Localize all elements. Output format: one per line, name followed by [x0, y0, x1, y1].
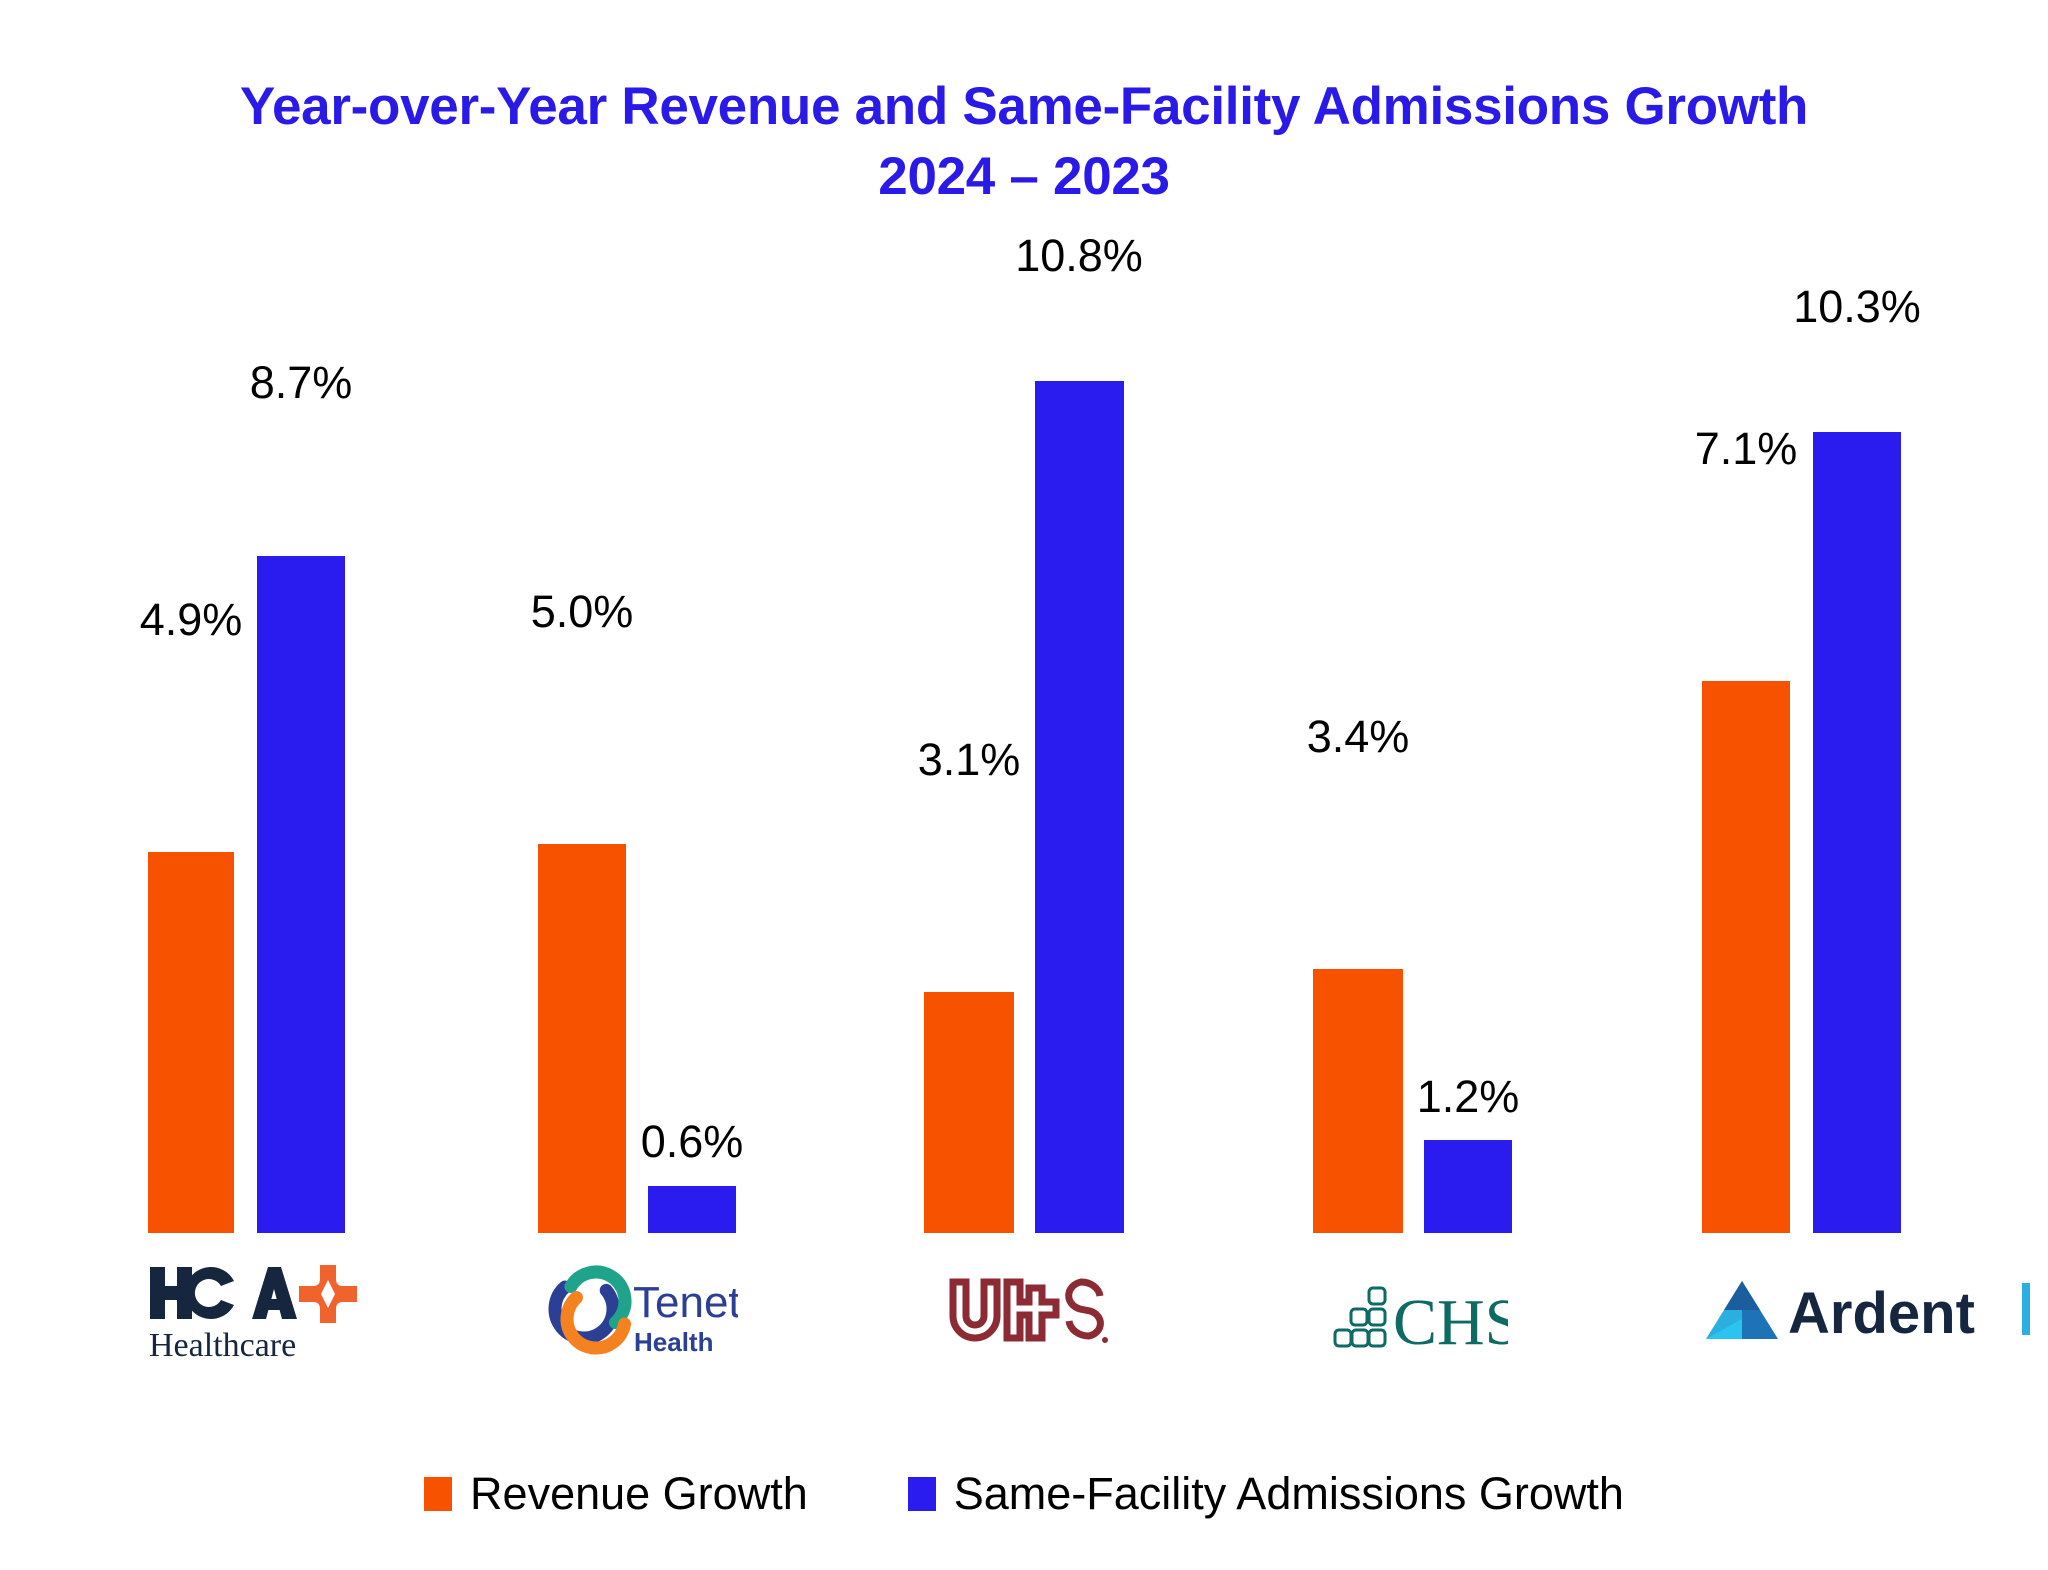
ardent-logo-icon: Ardent [1706, 1281, 2030, 1346]
bar-label-ardent-revenue: 7.1% [1694, 423, 1798, 474]
bar-ardent-revenue[interactable] [1702, 681, 1790, 1233]
bar-ardent-admission[interactable] [1813, 432, 1901, 1233]
chart-title-line-1: Year-over-Year Revenue and Same-Facility… [239, 77, 1809, 136]
legend-swatch-revenue-icon [424, 1477, 453, 1511]
bar-chs-admission[interactable] [1424, 1140, 1512, 1233]
logo-ardent-health: Ardent [1700, 1261, 2048, 1365]
bar-hca-admission[interactable] [257, 556, 345, 1233]
bar-label-ardent-admission: 10.3% [1793, 281, 1921, 332]
svg-text:Tenet: Tenet [633, 1278, 738, 1327]
legend-label-admissions-growth: Same-Facility Admissions Growth [953, 1468, 1624, 1519]
tenet-health-logo-icon: Tenet Health [548, 1265, 738, 1357]
bar-label-hca-admission: 8.7% [249, 357, 353, 408]
bar-label-hca-revenue: 4.9% [139, 594, 243, 645]
bar-tenet-admission[interactable] [648, 1186, 736, 1233]
bar-label-uhs-revenue: 3.1% [917, 734, 1021, 785]
svg-text:Ardent: Ardent [1788, 1281, 1975, 1346]
bar-uhs-admission[interactable] [1035, 381, 1124, 1233]
legend-swatch-admission-icon [907, 1477, 936, 1511]
bar-label-chs-admission: 1.2% [1416, 1071, 1520, 1122]
logo-uhs [930, 1261, 1125, 1365]
logo-hca-healthcare: Healthcare [140, 1261, 370, 1365]
logo-chs: CHS [1320, 1261, 1520, 1365]
legend-label-revenue-growth: Revenue Growth [470, 1468, 808, 1519]
svg-text:Health: Health [634, 1327, 713, 1357]
bar-tenet-revenue[interactable] [538, 844, 626, 1233]
bar-label-uhs-admission: 10.8% [1015, 230, 1143, 281]
bar-uhs-revenue[interactable] [924, 992, 1014, 1233]
bar-label-tenet-revenue: 5.0% [530, 586, 634, 637]
uhs-logo-icon [949, 1278, 1108, 1343]
bar-hca-revenue[interactable] [148, 852, 234, 1233]
logo-tenet-health: Tenet Health [530, 1261, 745, 1365]
bar-label-chs-revenue: 3.4% [1306, 711, 1410, 762]
legend-item-admissions-growth[interactable]: Same-Facility Admissions Growth [907, 1468, 1624, 1520]
chart-legend: Revenue Growth Same-Facility Admissions … [0, 1468, 2048, 1520]
svg-text:CHS: CHS [1393, 1286, 1508, 1352]
chart-title-line-2: 2024 – 2023 [878, 147, 1170, 207]
svg-text:Healthcare: Healthcare [149, 1327, 296, 1364]
hca-healthcare-logo-icon: Healthcare [149, 1265, 357, 1364]
chs-logo-icon: CHS [1333, 1286, 1508, 1352]
chart-title: Year-over-Year Revenue and Same-Facility… [0, 72, 2048, 213]
legend-item-revenue-growth[interactable]: Revenue Growth [424, 1468, 808, 1520]
bar-chs-revenue[interactable] [1313, 969, 1403, 1233]
bar-label-tenet-admission: 0.6% [640, 1116, 744, 1167]
